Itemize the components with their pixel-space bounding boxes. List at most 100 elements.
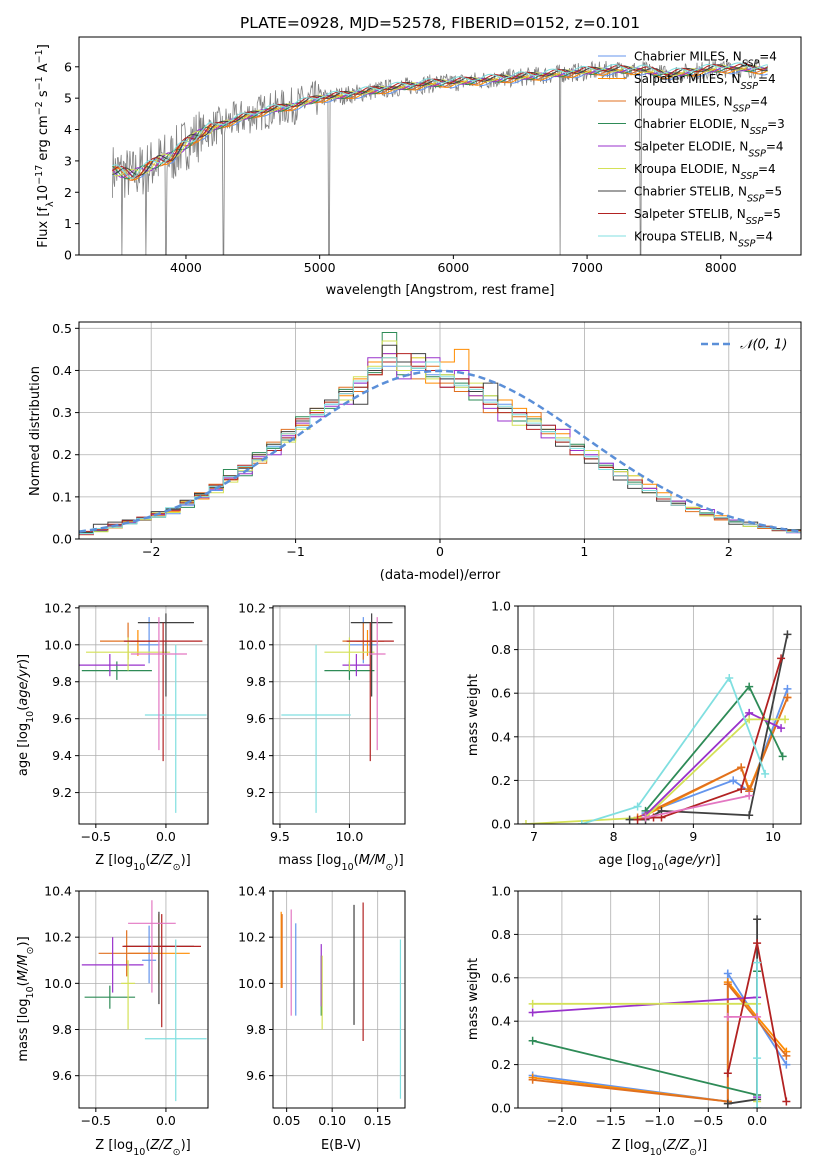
weight-marker <box>729 776 738 785</box>
weight_vs_Z-xtick-label: −1.5 <box>596 1113 626 1128</box>
weight_vs_Z-ytick-label: 0.6 <box>491 970 511 985</box>
age_vs_Z-ytick-label: 9.2 <box>52 785 72 800</box>
age_vs_mass-xtick-label: 9.5 <box>270 829 290 844</box>
weight-marker <box>649 813 658 822</box>
mass_vs_ebv-xtick-label: 0.05 <box>273 1113 301 1128</box>
weight-series <box>641 682 787 815</box>
weight_vs_age-ytick-label: 1.0 <box>491 599 511 614</box>
weight_vs_age-xtick-label: 10 <box>765 829 781 844</box>
legend-label: Salpeter STELIB, NSSP=5 <box>634 207 781 227</box>
legend-item: Chabrier ELODIE, NSSP=3 <box>598 117 785 137</box>
age_vs_Z-ytick-label: 9.6 <box>52 711 72 726</box>
legend-label: Kroupa ELODIE, NSSP=4 <box>634 162 776 182</box>
spectrum-ytick-label: 2 <box>64 185 72 200</box>
residuals-ytick-label: 0.4 <box>52 363 72 378</box>
age_vs_Z-frame <box>78 605 209 825</box>
weight-marker <box>782 1051 791 1060</box>
age_vs_mass-ytick-label: 9.2 <box>246 785 266 800</box>
weight_vs_age-ytick-label: 0.8 <box>491 642 511 657</box>
mass_vs_Z-xtick-label: 0.0 <box>156 1113 176 1128</box>
mass_vs_Z-ytick-label: 9.6 <box>52 1068 72 1083</box>
weight_vs_Z-xtick-label: −2.0 <box>547 1113 577 1128</box>
legend-label: Kroupa STELIB, NSSP=4 <box>634 230 773 250</box>
weight-series <box>528 993 762 1102</box>
mass_vs_Z-ytick-label: 10.4 <box>44 884 72 899</box>
weight_vs_age-ylabel: mass weight <box>466 674 481 756</box>
weight-marker <box>528 999 537 1008</box>
errorbar-point <box>144 939 207 1102</box>
weight_vs_age-xtick-label: 8 <box>610 829 618 844</box>
weight-marker <box>783 684 792 693</box>
errorbar-point <box>139 617 159 664</box>
legend-item: Salpeter ELODIE, NSSP=4 <box>598 140 784 159</box>
age_vs_mass-xtick-label: 10.0 <box>335 829 363 844</box>
spectrum-xtick-label: 5000 <box>304 260 336 275</box>
legend-label: 𝒩(0, 1) <box>740 338 787 353</box>
weight-marker <box>723 1069 732 1078</box>
weight-marker <box>753 915 762 924</box>
weight-marker <box>528 1075 537 1084</box>
legend-label: Chabrier STELIB, NSSP=5 <box>634 185 782 205</box>
age_vs_Z-xtick-label: 0.0 <box>156 829 176 844</box>
legend-item: Chabrier MILES, NSSP=4 <box>598 50 777 69</box>
errorbar-point <box>130 617 187 751</box>
weight_vs_Z-ytick-label: 0.0 <box>491 1101 511 1116</box>
mass_vs_Z-ytick-label: 10.2 <box>44 930 72 945</box>
mass_vs_ebv-xtick-label: 0.10 <box>318 1113 346 1128</box>
spectrum-plot-area <box>112 58 768 255</box>
spectrum-model-line <box>112 63 768 176</box>
weight-marker <box>783 630 792 639</box>
spectrum-ytick-label: 5 <box>64 91 72 106</box>
weight-marker <box>782 1060 791 1069</box>
weight-marker <box>761 769 770 778</box>
weight-marker <box>753 1054 762 1063</box>
errorbar-point <box>368 617 386 751</box>
errorbar-point <box>123 622 203 762</box>
weight-series <box>641 791 754 822</box>
legend-item: Kroupa STELIB, NSSP=4 <box>598 230 773 250</box>
legend-label: Kroupa MILES, NSSP=4 <box>634 95 768 115</box>
weight-marker <box>521 820 530 824</box>
spectrum-ytick-label: 4 <box>64 122 72 137</box>
weight-marker <box>633 815 642 824</box>
residuals-ytick-label: 0.0 <box>52 532 72 547</box>
weight_vs_age-xtick-label: 7 <box>530 829 538 844</box>
errorbar-point <box>281 644 351 813</box>
spectrum-model-line <box>112 63 768 178</box>
weight-marker <box>778 752 787 761</box>
normal-curve <box>79 369 801 533</box>
weight-marker <box>725 673 734 682</box>
spectrum-ytick-label: 6 <box>64 59 72 74</box>
legend-item: Salpeter MILES, NSSP=4 <box>598 72 776 92</box>
weight-marker <box>633 802 642 811</box>
weight-series <box>753 958 762 1108</box>
residuals-xtick-label: 1 <box>580 544 588 559</box>
weight-marker <box>745 811 754 820</box>
weight-line <box>532 971 758 1097</box>
errorbar-point <box>98 930 155 977</box>
weight-marker <box>753 958 762 967</box>
mass_vs_Z-xlabel: Z [log10(Z/Z⊙)] <box>95 1138 190 1158</box>
spectrum-xtick-label: 6000 <box>437 260 469 275</box>
residuals-ytick-label: 0.2 <box>52 447 72 462</box>
errorbar-point <box>84 985 136 1009</box>
spectrum-xtick-label: 4000 <box>170 260 202 275</box>
errorbar-point <box>142 925 157 984</box>
age_vs_mass-ytick-label: 10.2 <box>238 600 266 615</box>
weight_vs_Z-panel: −2.0 −1.5 −1.0 −0.5 0.0 0.0 0.2 0.4 0.6 0.8 1.0 Z [… <box>466 884 802 1158</box>
weight_vs_Z-xtick-label: −0.5 <box>693 1113 723 1128</box>
weight-marker <box>781 715 790 724</box>
weight_vs_Z-xtick-label: −1.0 <box>644 1113 674 1128</box>
mass_vs_Z-ylabel: mass [log10(M/M⊙)] <box>16 936 36 1061</box>
weight-series <box>633 693 792 822</box>
age_vs_Z-ytick-label: 10.0 <box>44 637 72 652</box>
age_vs_Z-ylabel: age [log10(age/yr)] <box>16 654 36 776</box>
weight_vs_age-ytick-label: 0.6 <box>491 686 511 701</box>
mass_vs_Z-ytick-label: 10.0 <box>44 976 72 991</box>
weight_vs_Z-ytick-label: 0.4 <box>491 1014 511 1029</box>
legend-item: Kroupa ELODIE, NSSP=4 <box>598 162 776 182</box>
weight-marker <box>737 763 746 772</box>
age_vs_mass-ytick-label: 9.4 <box>246 748 266 763</box>
weight-series <box>577 673 770 824</box>
errorbar-point <box>122 914 201 1028</box>
